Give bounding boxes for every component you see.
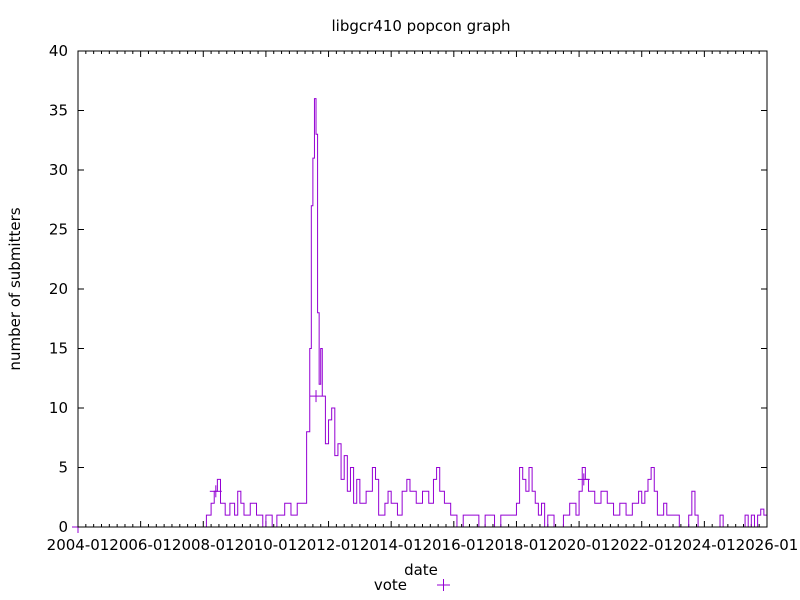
chart-title: libgcr410 popcon graph [331, 17, 510, 35]
plot-area [72, 98, 767, 533]
y-tick-label: 5 [58, 459, 68, 477]
x-tick-label: 2022-01 [610, 536, 673, 554]
legend-plus-icon [437, 579, 450, 591]
y-tick-label: 15 [49, 340, 68, 358]
x-tick-label: 2006-01 [109, 536, 172, 554]
legend-label: vote [374, 576, 407, 594]
x-axis-label: date [404, 561, 438, 579]
series-line [78, 98, 767, 528]
x-tick-label: 2012-01 [297, 536, 360, 554]
legend: vote [374, 576, 450, 594]
x-tick-label: 2010-01 [235, 536, 298, 554]
plot-frame [77, 50, 768, 528]
x-tick-label: 2026-01 [736, 536, 799, 554]
x-tick-label: 2016-01 [422, 536, 485, 554]
x-tick-label: 2008-01 [172, 536, 235, 554]
x-tick-label: 2004-01 [47, 536, 110, 554]
x-axis: 2004-01 2006-01 2008-01 2010-01 2012-01 2014-… [47, 51, 799, 554]
y-tick-label: 35 [49, 102, 68, 120]
y-tick-label: 40 [49, 42, 68, 60]
x-tick-label: 2018-01 [485, 536, 548, 554]
y-tick-label: 20 [49, 280, 68, 298]
y-tick-label: 30 [49, 161, 68, 179]
y-tick-label: 25 [49, 221, 68, 239]
y-tick-label: 0 [58, 518, 68, 536]
y-tick-label: 10 [49, 399, 68, 417]
x-tick-label: 2014-01 [360, 536, 423, 554]
x-tick-label: 2024-01 [673, 536, 736, 554]
x-tick-label: 2020-01 [548, 536, 611, 554]
y-axis: 0 5 10 15 20 25 30 35 40 [49, 42, 767, 536]
y-axis-label: number of submitters [6, 207, 24, 370]
